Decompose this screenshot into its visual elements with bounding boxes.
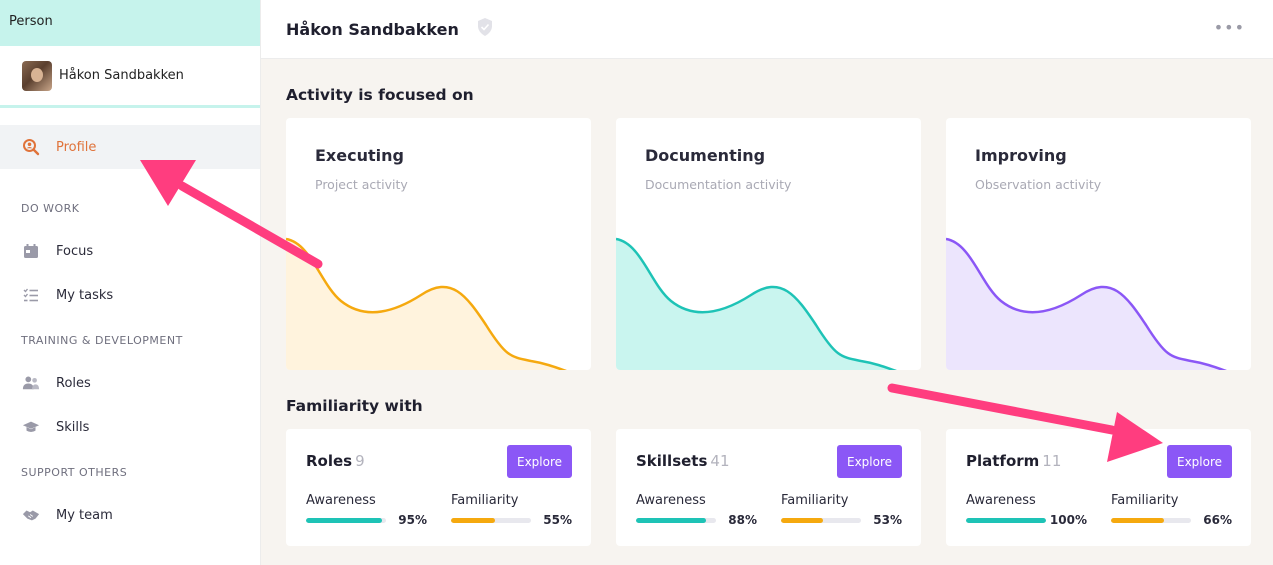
familiarity-metric: Familiarity 66% [1111, 493, 1232, 527]
awareness-metric: Awareness 88% [636, 493, 757, 527]
activity-card-improving[interactable]: Improving Observation activity [946, 118, 1251, 370]
activity-curve-area [286, 239, 591, 370]
progress-bar [781, 517, 861, 523]
metric-value: 55% [543, 513, 572, 527]
card-title-text: Skillsets [636, 452, 708, 470]
sidebar-item-my-tasks[interactable]: My tasks [0, 273, 260, 317]
sidebar-item-my-team[interactable]: My team [0, 493, 260, 537]
sidebar-item-skills[interactable]: Skills [0, 405, 260, 449]
sidebar-item-profile[interactable]: Profile [0, 125, 260, 169]
sidebar-item-label: My team [56, 507, 113, 523]
page-title: Håkon Sandbakken [286, 19, 459, 39]
metric-value: 66% [1203, 513, 1232, 527]
metric-label: Awareness [966, 493, 1036, 508]
familiarity-metric: Familiarity 55% [451, 493, 572, 527]
progress-bar [1111, 517, 1191, 523]
task-list-icon [22, 286, 40, 304]
sidebar-item-label: My tasks [56, 287, 114, 303]
activity-curve-line [616, 237, 897, 370]
activity-card-title: Documenting [645, 146, 766, 165]
familiarity-card-title: Skillsets 41 [636, 452, 730, 470]
familiarity-card-title: Roles 9 [306, 452, 365, 470]
metric-label: Familiarity [781, 493, 849, 508]
familiarity-metric: Familiarity 53% [781, 493, 902, 527]
section-training: TRAINING & DEVELOPMENT [21, 334, 183, 347]
metric-value: 53% [873, 513, 902, 527]
section-do-work: DO WORK [21, 202, 80, 215]
sidebar-item-label: Profile [56, 139, 97, 155]
card-title-text: Platform [966, 452, 1040, 470]
sidebar-item-label: Skills [56, 419, 90, 435]
avatar [22, 60, 52, 91]
sidebar-item-label: Focus [56, 243, 94, 259]
section-support: SUPPORT OTHERS [21, 466, 128, 479]
metric-label: Familiarity [451, 493, 519, 508]
progress-bar-fill [966, 517, 1046, 523]
metric-value: 100% [1049, 513, 1087, 527]
sidebar-user[interactable]: Håkon Sandbakken [0, 46, 260, 108]
activity-curve-area [616, 239, 921, 370]
progress-bar-fill [306, 517, 382, 523]
awareness-metric: Awareness 95% [306, 493, 427, 527]
explore-button[interactable]: Explore [1167, 445, 1232, 478]
explore-button[interactable]: Explore [507, 445, 572, 478]
card-count: 9 [355, 452, 365, 470]
progress-bar [306, 517, 386, 523]
card-title-text: Roles [306, 452, 353, 470]
activity-card-title: Improving [975, 146, 1067, 165]
card-count: 11 [1042, 452, 1062, 470]
progress-bar-fill [636, 517, 707, 523]
activity-heading: Activity is focused on [286, 86, 474, 104]
progress-bar [451, 517, 531, 523]
familiarity-card-skillsets: Skillsets 41 Explore Awareness 88% Famili… [616, 429, 921, 546]
activity-card-executing[interactable]: Executing Project activity [286, 118, 591, 370]
graduation-cap-icon [22, 418, 40, 436]
activity-card-documenting[interactable]: Documenting Documentation activity [616, 118, 921, 370]
search-user-icon [22, 138, 40, 156]
metric-value: 88% [728, 513, 757, 527]
activity-card-subtitle: Documentation activity [645, 177, 792, 192]
activity-curve-line [286, 237, 567, 370]
metric-label: Familiarity [1111, 493, 1179, 508]
handshake-icon [22, 506, 40, 524]
familiarity-card-platform: Platform 11 Explore Awareness 100% Famili… [946, 429, 1251, 546]
activity-card-subtitle: Observation activity [975, 177, 1102, 192]
awareness-metric: Awareness 100% [966, 493, 1087, 527]
shield-icon [476, 17, 494, 41]
card-count: 41 [710, 452, 730, 470]
progress-bar-fill [781, 517, 824, 523]
sidebar: Person Håkon Sandbakken Profile DO WORK … [0, 0, 261, 565]
sidebar-item-roles[interactable]: Roles [0, 361, 260, 405]
sidebar-item-focus[interactable]: Focus [0, 229, 260, 273]
familiarity-heading: Familiarity with [286, 397, 423, 415]
activity-curve-chart [616, 237, 921, 370]
progress-bar-fill [451, 517, 495, 523]
calendar-icon [22, 242, 40, 260]
activity-curve-area [946, 239, 1251, 370]
progress-bar-fill [1111, 517, 1164, 523]
sidebar-header: Person [0, 0, 260, 46]
progress-bar [636, 517, 716, 523]
top-bar: Håkon Sandbakken ••• [261, 0, 1273, 59]
explore-button[interactable]: Explore [837, 445, 902, 478]
activity-card-subtitle: Project activity [315, 177, 408, 192]
familiarity-card-roles: Roles 9 Explore Awareness 95% Familiarity… [286, 429, 591, 546]
metric-value: 95% [398, 513, 427, 527]
progress-bar [966, 517, 1046, 523]
familiarity-card-title: Platform 11 [966, 452, 1061, 470]
sidebar-item-label: Roles [56, 375, 91, 391]
metric-label: Awareness [306, 493, 376, 508]
more-options-icon[interactable]: ••• [1213, 18, 1245, 37]
activity-curve-chart [286, 237, 591, 370]
sidebar-user-name: Håkon Sandbakken [59, 68, 184, 83]
metric-label: Awareness [636, 493, 706, 508]
users-icon [22, 374, 40, 392]
activity-card-title: Executing [315, 146, 404, 165]
activity-curve-line [946, 237, 1227, 370]
activity-curve-chart [946, 237, 1251, 370]
